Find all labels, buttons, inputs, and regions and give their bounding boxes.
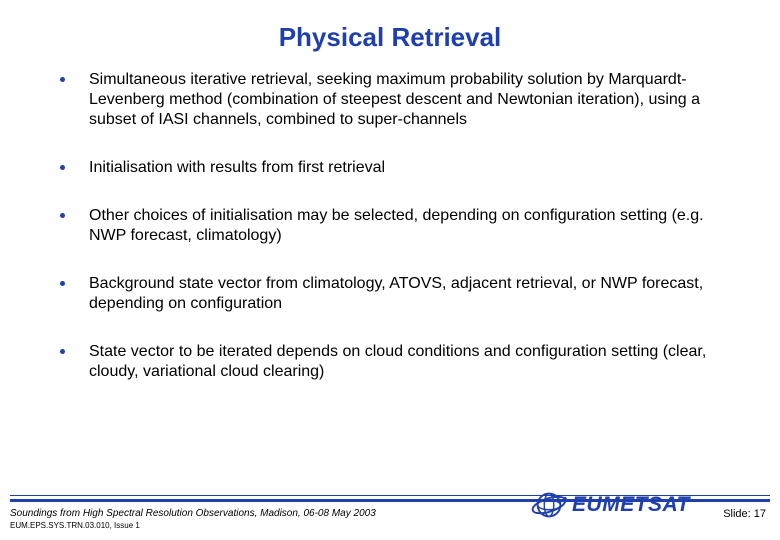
footer-source: Soundings from High Spectral Resolution … bbox=[10, 508, 376, 520]
bullet-text: Simultaneous iterative retrieval, seekin… bbox=[89, 70, 740, 130]
footer-divider-thick bbox=[10, 499, 770, 502]
bullet-text: Background state vector from climatology… bbox=[89, 274, 740, 314]
footer-left-block: Soundings from High Spectral Resolution … bbox=[10, 508, 376, 530]
bullet-text: Other choices of initialisation may be s… bbox=[89, 206, 740, 246]
footer-docref: EUM.EPS.SYS.TRN.03.010, Issue 1 bbox=[10, 521, 376, 530]
slide-container: Physical Retrieval Simultaneous iterativ… bbox=[0, 0, 780, 540]
list-item: Background state vector from climatology… bbox=[60, 274, 740, 314]
bullet-icon bbox=[60, 213, 65, 218]
bullet-icon bbox=[60, 349, 65, 354]
slide-title: Physical Retrieval bbox=[0, 0, 780, 53]
list-item: Simultaneous iterative retrieval, seekin… bbox=[60, 70, 740, 130]
bullet-icon bbox=[60, 77, 65, 82]
list-item: Initialisation with results from first r… bbox=[60, 158, 740, 178]
bullet-text: State vector to be iterated depends on c… bbox=[89, 342, 740, 382]
slide-footer: Soundings from High Spectral Resolution … bbox=[10, 495, 770, 530]
footer-divider-thin bbox=[10, 495, 770, 496]
bullet-list: Simultaneous iterative retrieval, seekin… bbox=[60, 70, 740, 410]
bullet-text: Initialisation with results from first r… bbox=[89, 158, 385, 178]
list-item: Other choices of initialisation may be s… bbox=[60, 206, 740, 246]
bullet-icon bbox=[60, 281, 65, 286]
bullet-icon bbox=[60, 165, 65, 170]
list-item: State vector to be iterated depends on c… bbox=[60, 342, 740, 382]
footer-row: Soundings from High Spectral Resolution … bbox=[10, 508, 770, 530]
slide-number: Slide: 17 bbox=[723, 508, 770, 530]
